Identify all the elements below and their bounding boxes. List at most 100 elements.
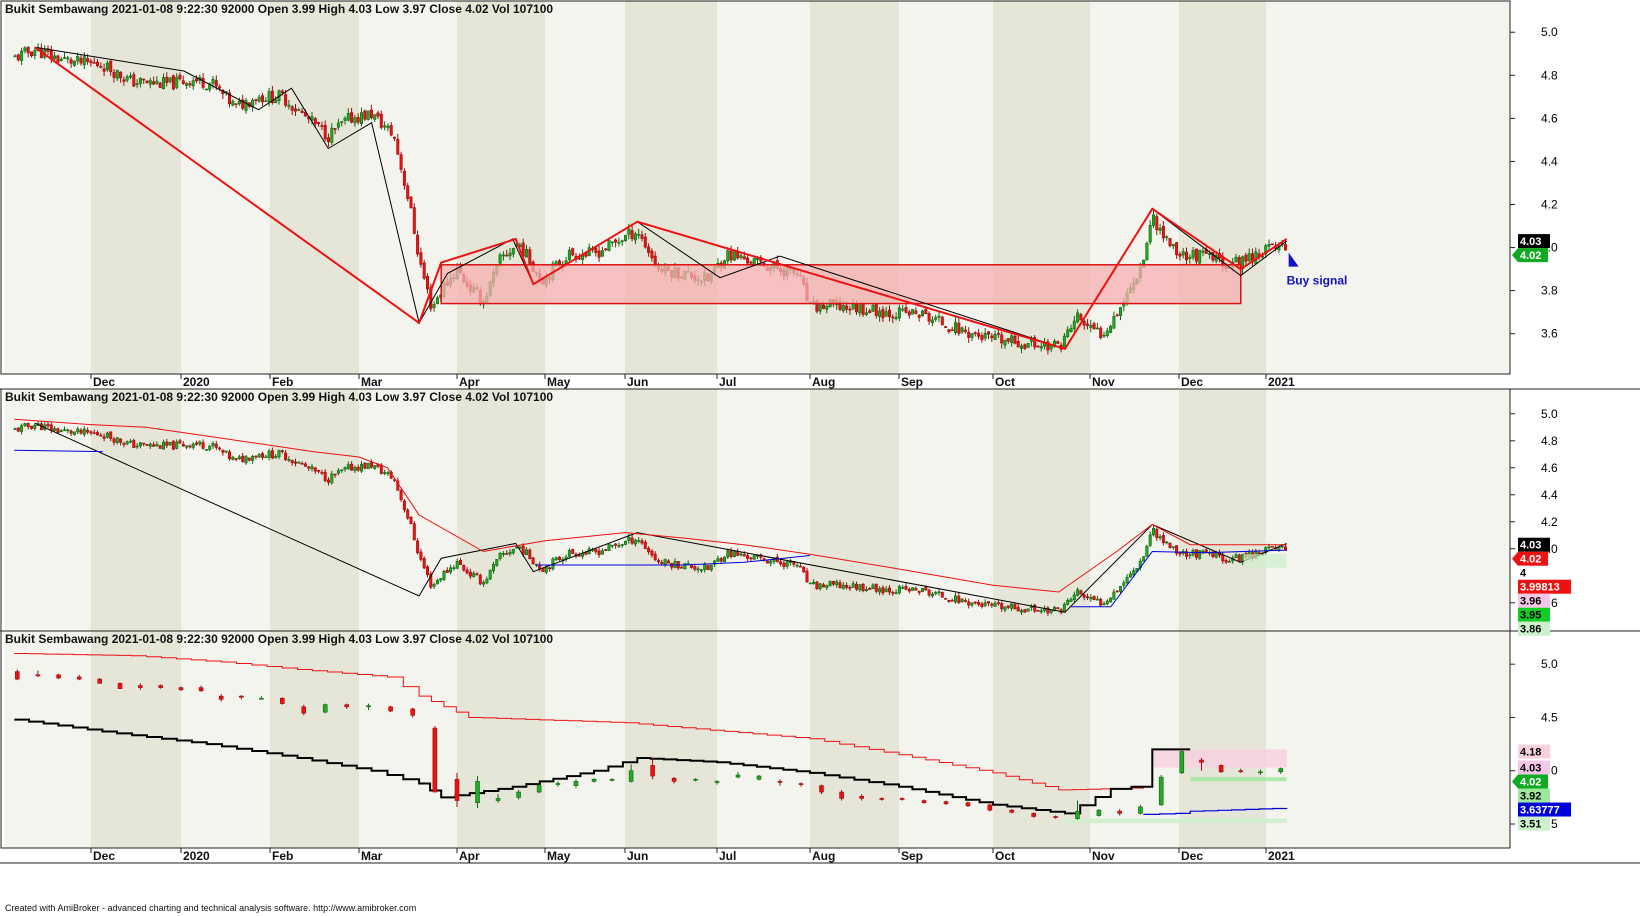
daily-candle <box>871 583 875 590</box>
candle-body <box>59 58 63 62</box>
candle-body <box>1062 603 1066 613</box>
daily-candle <box>699 568 703 573</box>
daily-candle <box>148 442 152 449</box>
daily-candle <box>957 317 961 336</box>
candle-body <box>894 592 898 594</box>
candle-body <box>934 317 938 320</box>
candle-body <box>887 587 891 593</box>
candle-body <box>940 316 944 326</box>
daily-candle <box>719 556 723 564</box>
daily-candle <box>835 579 839 588</box>
daily-candle <box>102 63 106 77</box>
weekly-candle <box>714 780 720 785</box>
candle-body <box>1086 596 1090 598</box>
daily-candle <box>439 577 443 583</box>
candle-body <box>548 567 552 570</box>
daily-candle <box>1023 343 1027 350</box>
candle-body <box>125 76 129 81</box>
daily-candle <box>934 314 938 322</box>
candle-body <box>524 248 528 258</box>
daily-candle <box>1128 571 1132 578</box>
candle-body <box>614 239 618 243</box>
daily-candle <box>614 238 618 248</box>
candle-body <box>1234 256 1238 263</box>
price-badge-text: 3.95 <box>1520 610 1541 622</box>
daily-candle <box>201 439 205 450</box>
daily-candle <box>548 566 552 572</box>
candle-body <box>881 309 885 319</box>
daily-candle <box>287 99 291 110</box>
daily-candle <box>165 72 169 87</box>
candle-body <box>135 83 139 85</box>
daily-candle <box>1010 334 1014 347</box>
daily-candle <box>237 454 241 460</box>
candle-body <box>980 335 984 341</box>
candle-body <box>1082 594 1086 598</box>
daily-candle <box>878 307 882 322</box>
daily-candle <box>1072 591 1076 602</box>
candle-body <box>99 65 103 68</box>
candle-body <box>330 473 334 484</box>
daily-candle <box>620 543 624 548</box>
candle-body <box>409 516 413 525</box>
candle-body <box>416 540 420 554</box>
candle-body <box>218 695 224 700</box>
candle-body <box>181 80 185 84</box>
candle-body <box>930 319 934 324</box>
y-tick-label: 4.8 <box>1541 68 1558 82</box>
candle-body <box>673 561 677 568</box>
candle-body <box>818 303 822 312</box>
daily-candle <box>623 234 627 242</box>
daily-candle <box>353 114 357 127</box>
candle-body <box>1031 813 1036 817</box>
candle-body <box>178 687 184 691</box>
candle-body <box>1201 550 1205 553</box>
candle-body <box>921 800 927 804</box>
daily-candle <box>264 454 268 459</box>
candle-body <box>201 77 205 88</box>
resistance-zone[interactable] <box>440 264 1242 305</box>
daily-candle <box>795 563 799 568</box>
candle-body <box>1201 250 1205 253</box>
candle-body <box>155 444 159 447</box>
candle-body <box>977 332 981 337</box>
daily-candle <box>409 516 413 525</box>
daily-candle <box>1112 311 1116 329</box>
candle-body <box>555 783 561 785</box>
daily-candle <box>62 52 66 59</box>
candle-body <box>965 802 971 807</box>
candle-body <box>1092 596 1096 601</box>
daily-candle <box>458 558 462 566</box>
daily-candle <box>122 441 126 448</box>
buy-signal-arrow-icon[interactable] <box>1288 252 1299 267</box>
candle-body <box>577 257 581 260</box>
candle-body <box>353 117 357 124</box>
daily-candle <box>927 588 931 598</box>
daily-candle <box>445 567 449 573</box>
daily-candle <box>782 560 786 570</box>
daily-candle <box>218 446 222 451</box>
daily-candle <box>168 77 172 84</box>
daily-candle <box>531 556 535 565</box>
daily-candle <box>422 556 426 570</box>
price-badge: 3.99813 <box>1518 579 1571 594</box>
daily-candle <box>1102 601 1106 606</box>
daily-candle <box>386 470 390 476</box>
daily-candle <box>614 543 618 549</box>
candle-body <box>1198 249 1202 264</box>
candle-body <box>798 565 802 568</box>
candle-body <box>957 322 961 334</box>
candle-body <box>142 442 146 445</box>
candle-body <box>402 170 406 186</box>
candle-body <box>244 456 248 464</box>
x-month-label: Jul <box>719 375 736 389</box>
candle-body <box>719 558 723 562</box>
daily-candle <box>683 562 687 570</box>
daily-candle <box>524 244 528 258</box>
daily-candle <box>185 445 189 450</box>
pane-header: Bukit Sembawang 2021-01-08 9:22:30 92000… <box>5 2 553 16</box>
price-badge: 4.03 <box>1518 760 1550 775</box>
